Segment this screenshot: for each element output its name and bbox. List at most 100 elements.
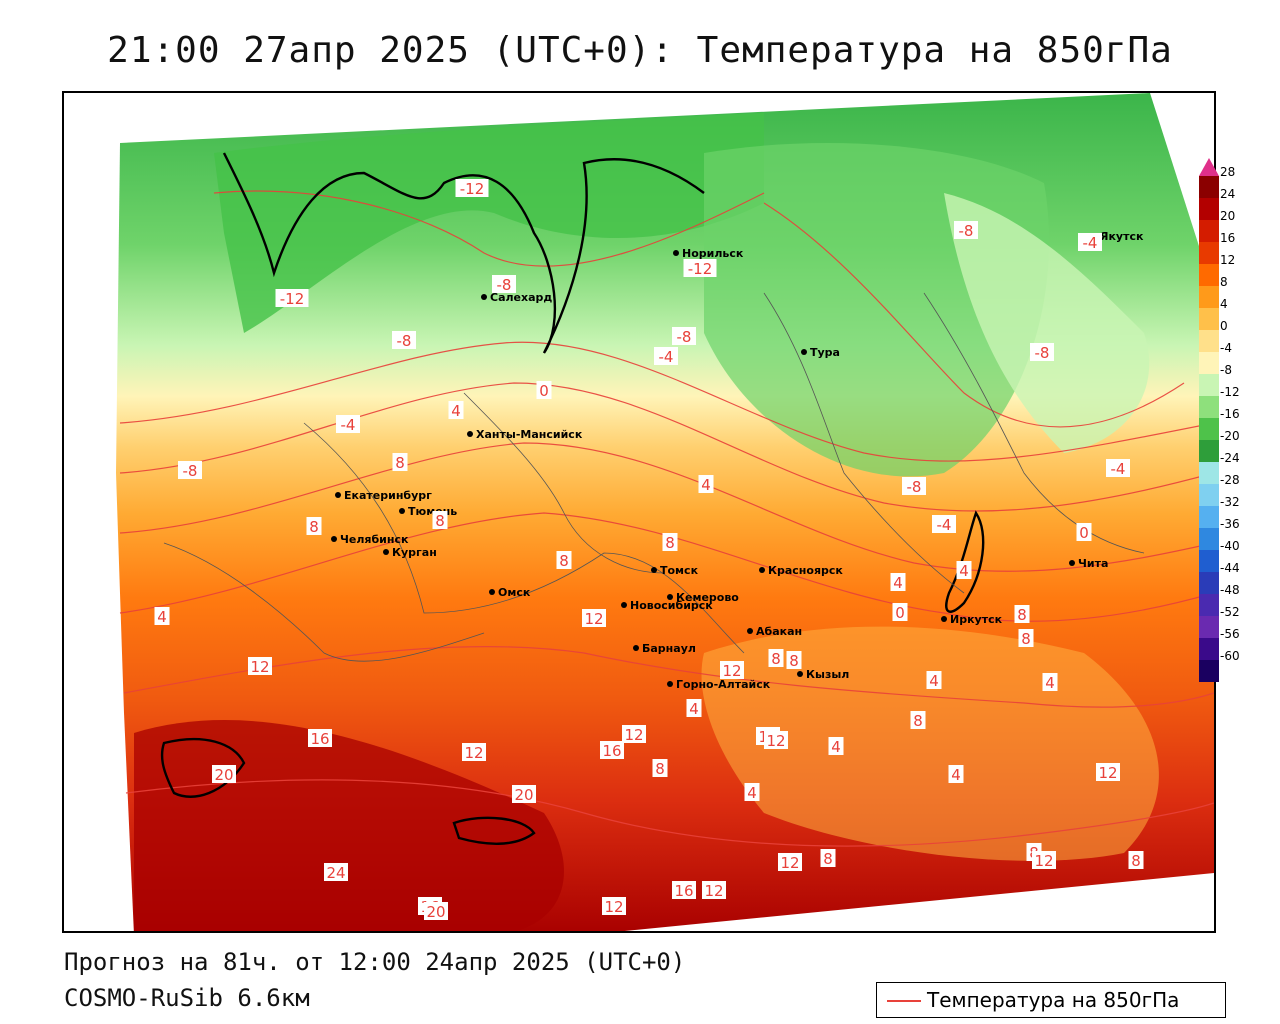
city-dot [621,602,627,608]
city-name: Курган [392,546,437,559]
isotherm-label: 4 [686,699,702,718]
isotherm-label-bg [683,259,717,277]
isotherm-label-bg [954,221,978,239]
city-dot [801,349,807,355]
isotherm-value: 16 [602,742,621,760]
city-marker[interactable]: Абакан [747,625,802,638]
colorbar-swatch [1199,418,1219,440]
isotherm-label-bg [948,765,964,783]
city-marker[interactable]: Красноярск [759,564,843,577]
cold-region-north [214,113,764,333]
city-marker[interactable]: Екатеринбург [335,489,432,502]
city-name: Иркутск [950,613,1003,626]
isotherm-label: -8 [1030,343,1054,362]
isotherm-label-bg [686,699,702,717]
isotherm-label: 8 [786,651,802,670]
isotherm-label-bg [1018,629,1034,647]
city-marker[interactable]: Тюмень [399,505,457,518]
city-marker[interactable]: Томск [651,564,699,577]
isotherm-label-bg [1042,673,1058,691]
city-marker[interactable]: Чита [1069,557,1108,570]
isotherm-label: 8 [556,551,572,570]
isotherm-label-bg [820,849,836,867]
colorbar-tick-label: 8 [1220,275,1228,289]
city-marker[interactable]: Новосибирск [621,599,713,612]
isotherm-label: 12 [1096,763,1120,782]
isotherm-label-bg [720,661,744,679]
isotherm-value: 0 [1079,524,1089,542]
isotherm-label: 8 [432,511,448,530]
isotherm-label: 8 [662,533,678,552]
colorbar-swatch [1199,528,1219,550]
city-marker[interactable]: Горно-Алтайск [667,678,771,691]
isotherm-label-bg [336,415,360,433]
isotherm-label-bg [910,711,926,729]
isotherm-label: 16 [600,741,624,760]
map-title: 21:00 27апр 2025 (UTC+0): Температура на… [107,30,1173,71]
city-dot [467,431,473,437]
isotherm-value: -12 [280,290,305,308]
city-marker[interactable]: Кызыл [797,668,849,681]
isotherm-label-bg [512,785,536,803]
city-dot [747,628,753,634]
city-marker[interactable]: Челябинск [331,533,409,546]
isotherm-label: 8 [392,453,408,472]
isotherm-label: 12 [720,661,744,680]
colorbar-tick-label: -12 [1220,385,1240,399]
city-marker[interactable]: Иркутск [941,613,1003,626]
city-name: Барнаул [642,642,696,655]
isotherm-value: 24 [326,864,345,882]
isotherm-label-bg [582,609,606,627]
isotherm-value: 8 [665,534,675,552]
legend-line-swatch [887,1000,921,1002]
isotherm-label-bg [778,853,802,871]
colorbar-swatch [1199,440,1219,462]
isotherm-value: 20 [426,903,445,921]
isotherm-value: 8 [823,850,833,868]
isotherm-label: 8 [306,517,322,536]
isotherm-label: -8 [492,275,516,294]
city-marker[interactable]: Курган [383,546,437,559]
city-name: Кемерово [676,591,739,604]
isotherm-label: 4 [744,783,760,802]
city-name: Горно-Алтайск [676,678,771,691]
colorbar-swatch [1199,352,1219,374]
isotherm-value: 8 [913,712,923,730]
isotherm-value: -4 [341,416,356,434]
city-name: Ханты-Мансийск [476,428,583,441]
isotherm-value: 4 [747,784,757,802]
colorbar-tick-label: -4 [1220,341,1232,355]
isotherm-value: 4 [893,574,903,592]
city-marker[interactable]: Норильск [673,247,744,260]
isotherm-value: -8 [183,462,198,480]
isotherm-label: 12 [582,609,606,628]
city-marker[interactable]: Ханты-Мансийск [467,428,583,441]
city-marker[interactable]: Барнаул [633,642,696,655]
lake-baikal [945,510,985,613]
isotherm-value: 16 [310,730,329,748]
colorbar-swatch [1199,374,1219,396]
city-dot [331,536,337,542]
isotherm-value: -4 [937,516,952,534]
admin-border [923,292,1145,554]
isotherm-label: 12 [1032,851,1056,870]
isotherm-value: -8 [907,478,922,496]
colorbar-swatch [1199,462,1219,484]
isotherm-label: 8 [652,759,668,778]
isotherm-value: 8 [1017,606,1027,624]
isotherm-value: 12 [250,658,269,676]
city-marker[interactable]: Салехард [481,291,552,304]
isotherm-label-bg [902,477,926,495]
temperature-map[interactable]: Якутск Норильск Салехард Тура Ханты-Мансийск… [62,91,1216,933]
isotherm-label-bg [662,533,678,551]
city-marker[interactable]: Омск [489,586,531,599]
isotherm-label-bg [768,649,784,667]
isotherm-value: 8 [309,518,319,536]
city-marker[interactable]: Тура [801,346,840,359]
isotherm-label: 16 [308,729,332,748]
city-marker[interactable]: Кемерово [667,591,739,604]
isotherm-label-bg [622,725,646,743]
city-name: Тура [810,346,840,359]
isotherm-label-bg [672,327,696,345]
colorbar-swatch [1199,616,1219,638]
